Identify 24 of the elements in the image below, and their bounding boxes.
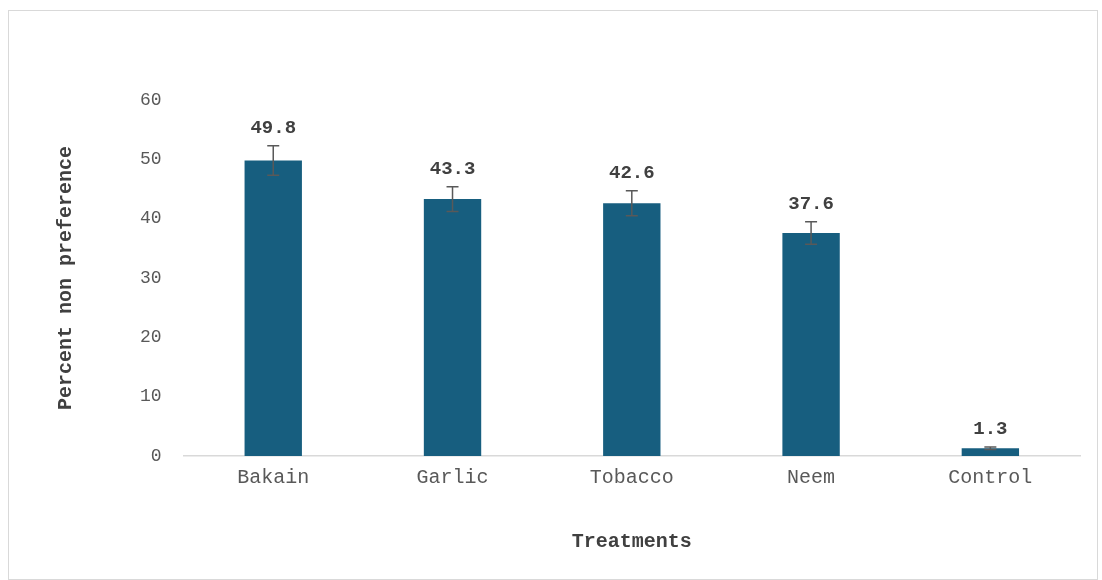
data-label: 49.8 xyxy=(250,116,297,139)
y-tick-label: 10 xyxy=(139,386,162,407)
x-tick-label: Garlic xyxy=(416,466,489,490)
x-tick-label: Bakain xyxy=(237,466,310,490)
bar xyxy=(244,160,302,456)
x-tick-label: Neem xyxy=(787,466,836,490)
y-tick-label: 60 xyxy=(139,89,162,110)
bar xyxy=(782,232,840,456)
data-label: 1.3 xyxy=(973,418,1008,441)
bar xyxy=(603,203,661,456)
bar xyxy=(961,448,1020,456)
x-axis-title: Treatments xyxy=(571,530,692,554)
y-tick-label: 20 xyxy=(139,327,162,348)
x-tick-label: Tobacco xyxy=(589,466,674,490)
y-tick-label: 30 xyxy=(139,267,162,288)
y-tick-label: 50 xyxy=(139,149,162,170)
y-tick-label: 40 xyxy=(139,208,162,229)
y-axis-title: Percent non preference xyxy=(54,145,78,411)
bar xyxy=(423,199,482,456)
data-label: 37.6 xyxy=(788,192,834,215)
data-label: 43.3 xyxy=(429,157,476,180)
y-tick-label: 0 xyxy=(150,445,162,466)
data-label: 42.6 xyxy=(609,162,655,185)
x-tick-label: Control xyxy=(948,466,1033,490)
